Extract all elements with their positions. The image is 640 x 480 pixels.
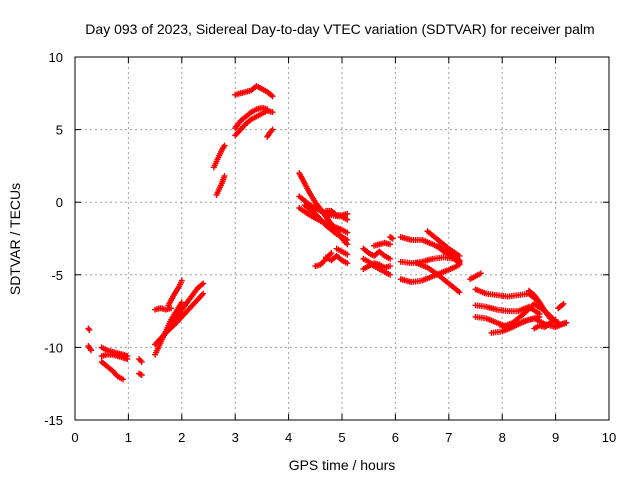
data-point [200,280,207,287]
data-point [344,216,351,223]
data-point [269,109,276,116]
y-tick-label: 5 [56,123,63,138]
data-point [387,271,394,278]
x-tick-label: 3 [232,430,239,445]
data-point [120,376,127,383]
x-tick-label: 4 [285,430,292,445]
x-tick-label: 0 [71,430,78,445]
data-point [178,299,185,306]
x-tick-label: 1 [125,430,132,445]
data-point [456,252,463,259]
data-point [200,290,207,297]
data-point [328,250,335,257]
x-tick-label: 8 [499,430,506,445]
data-point [387,241,394,248]
x-axis-ticks: 0 1 2 3 4 5 6 7 8 9 10 [71,57,616,445]
y-tick-label: 10 [49,50,63,65]
chart-title: Day 093 of 2023, Sidereal Day-to-day VTE… [85,21,594,37]
data-point [138,371,145,378]
data-point [178,277,185,284]
data-point [221,142,228,149]
x-tick-label: 10 [602,430,616,445]
x-tick-label: 5 [338,430,345,445]
data-point [456,258,463,265]
data-point [388,234,395,241]
data-point [264,106,271,113]
data-point [344,236,351,243]
plot-frame [74,56,610,421]
data-point [344,229,351,236]
data-point [563,319,570,326]
y-axis-title: SDTVAR / TECUs [7,183,23,295]
data-point [88,347,95,354]
data-point [552,316,559,323]
x-tick-label: 7 [445,430,452,445]
data-point [138,358,145,365]
data-point [387,263,394,270]
data-point [221,173,228,180]
data-point [389,235,396,242]
data-point [477,270,484,277]
data-point [86,326,93,333]
data-point [456,289,463,296]
x-tick-label: 6 [392,430,399,445]
data-point [387,255,394,262]
x-tick-label: 2 [178,430,185,445]
data-point [344,260,351,267]
y-axis-ticks: -15 -10 -5 0 5 10 [44,50,609,428]
y-tick-label: -15 [44,413,63,428]
y-tick-label: -5 [51,268,63,283]
data-point [344,251,351,258]
data-points [85,83,570,383]
data-point [269,126,276,133]
data-point [269,93,276,100]
x-tick-label: 9 [552,430,559,445]
data-point [344,210,351,217]
data-point [124,356,131,363]
y-tick-label: -10 [44,340,63,355]
data-point [560,300,567,307]
data-point [137,371,144,378]
x-axis-title: GPS time / hours [289,457,396,473]
y-tick-label: 0 [56,195,63,210]
